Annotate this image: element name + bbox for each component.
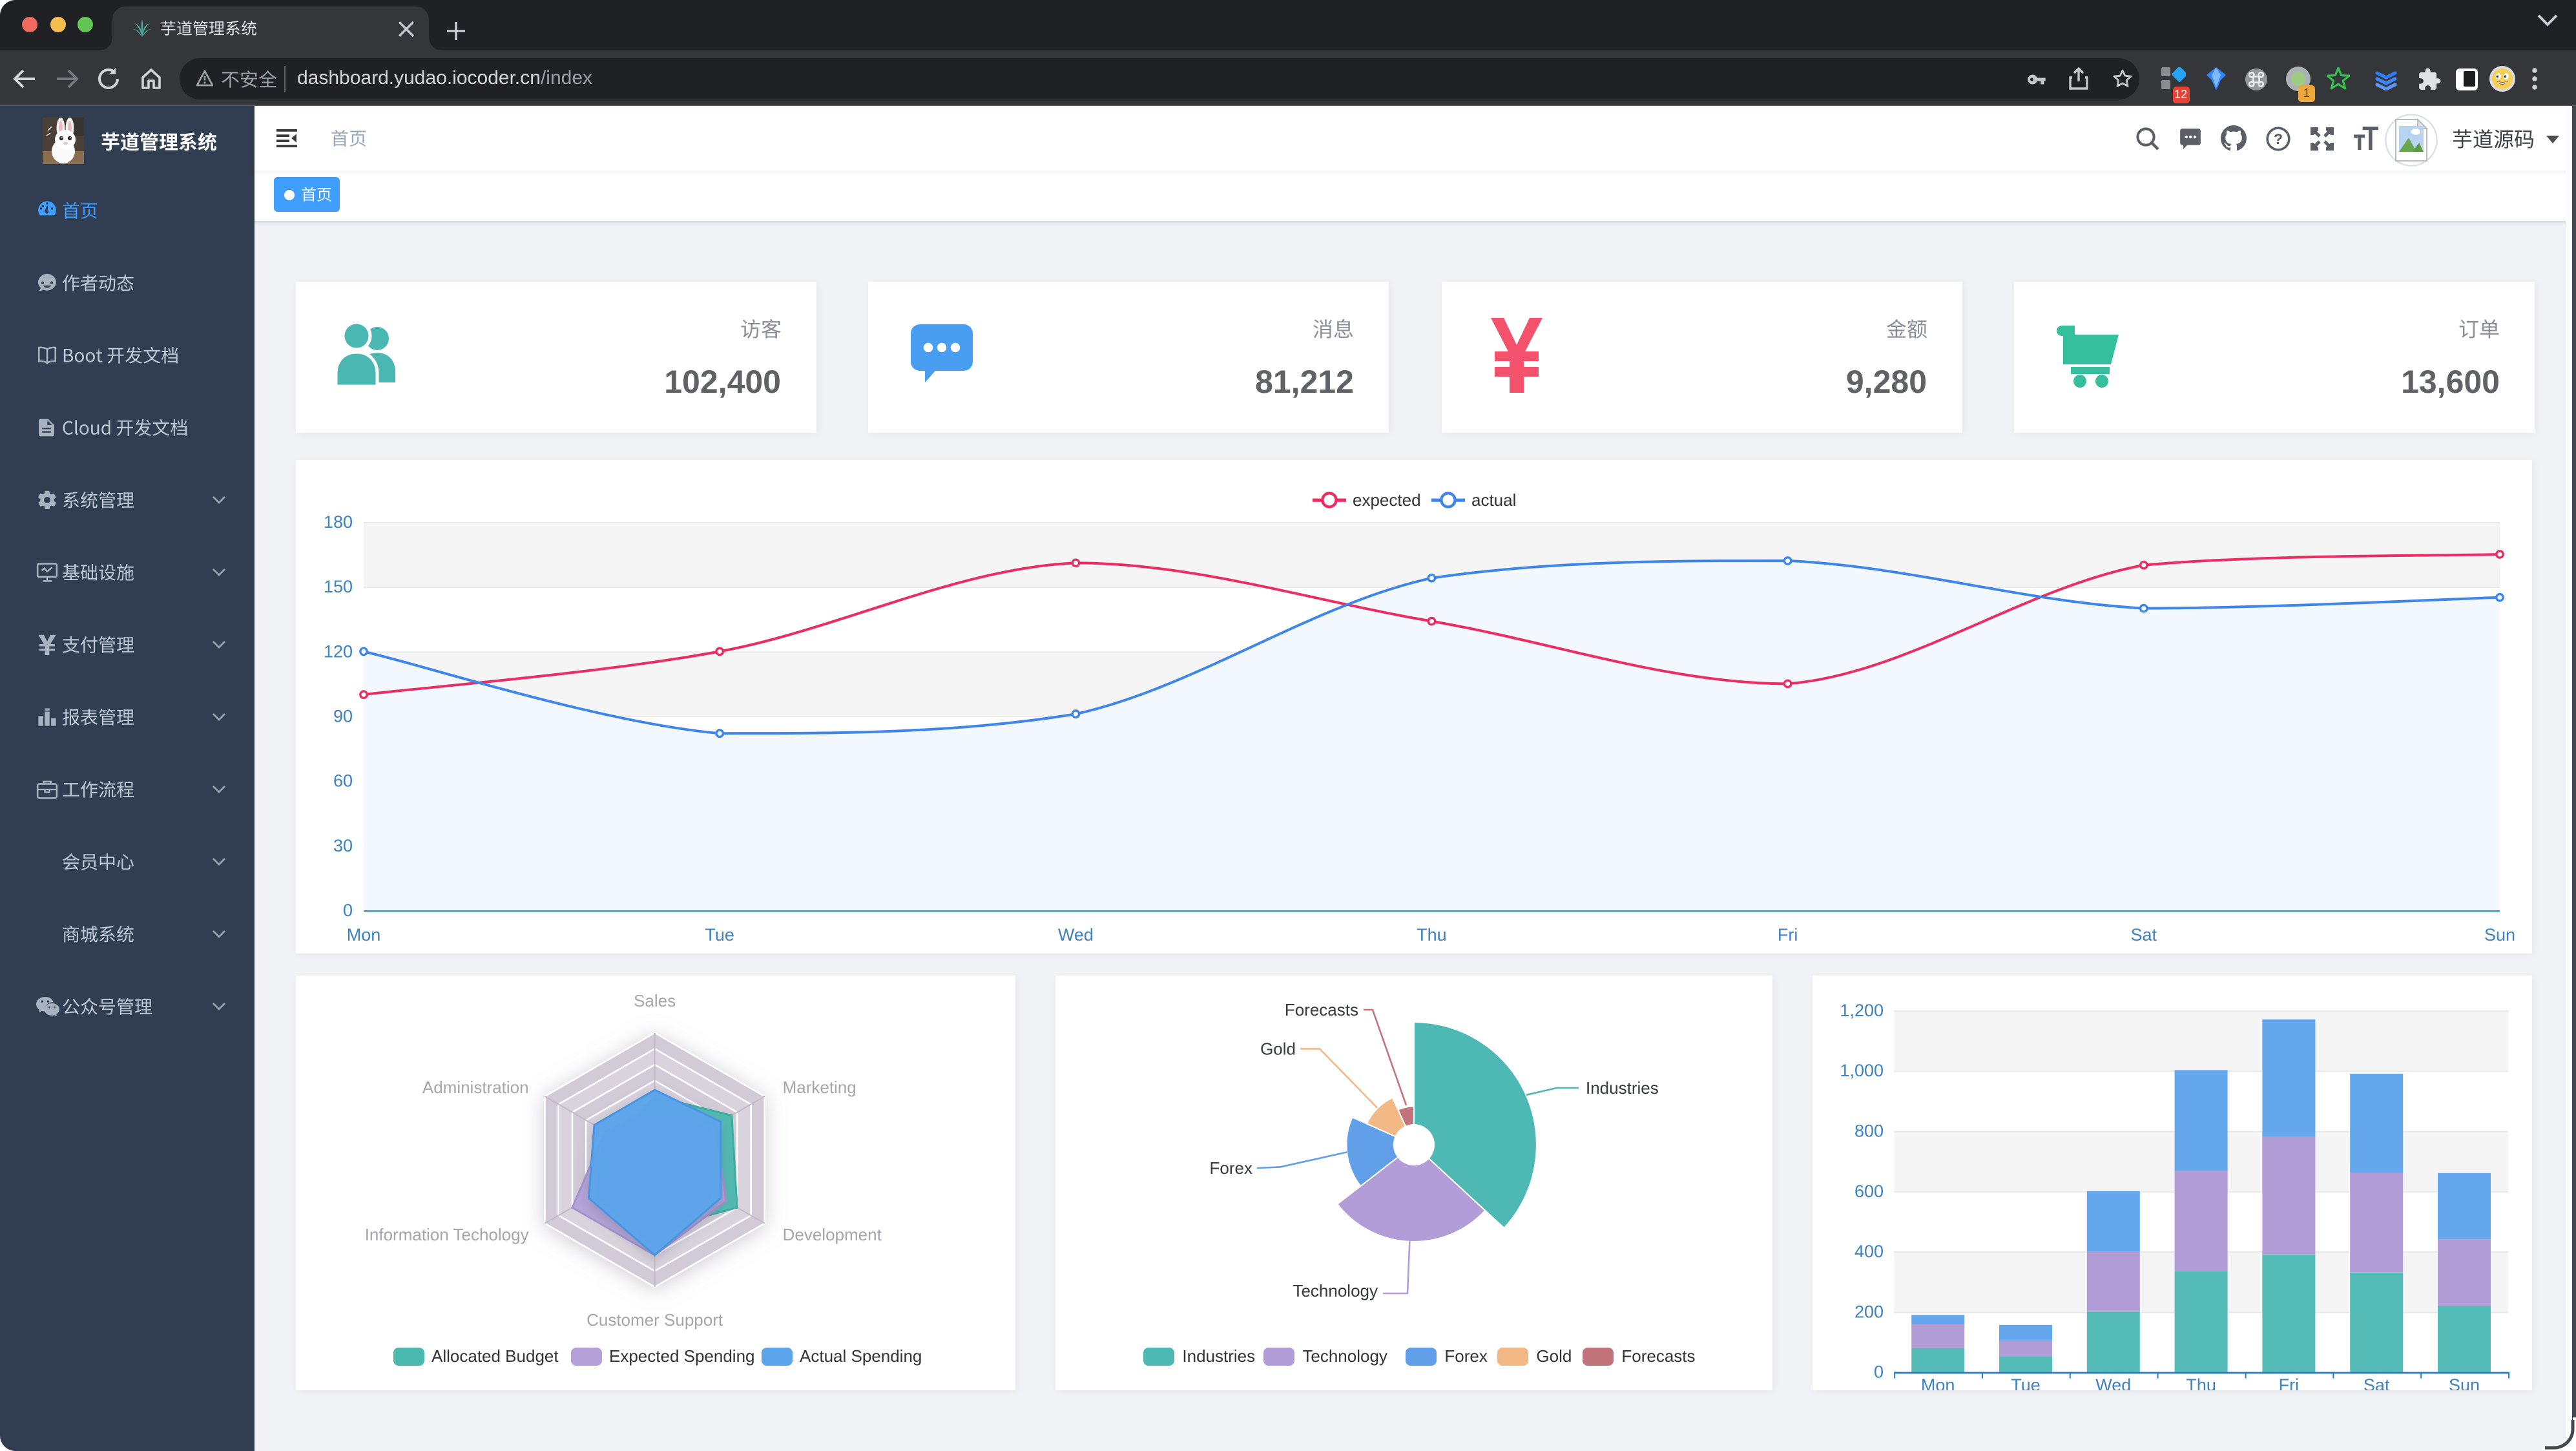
svg-text:600: 600 — [1854, 1182, 1883, 1201]
svg-text:Actual Spending: Actual Spending — [799, 1346, 921, 1366]
svg-text:?: ? — [2273, 130, 2282, 147]
svg-text:Industries: Industries — [1181, 1346, 1254, 1366]
svg-text:Forex: Forex — [1209, 1158, 1252, 1178]
svg-text:Technology: Technology — [1292, 1281, 1377, 1300]
svg-text:actual: actual — [1471, 490, 1516, 509]
svg-text:Fri: Fri — [2278, 1375, 2298, 1390]
svg-text:0: 0 — [343, 900, 353, 919]
svg-text:1,200: 1,200 — [1839, 1001, 1883, 1020]
svg-text:Sun: Sun — [2484, 924, 2515, 944]
svg-text:Tue: Tue — [2010, 1375, 2040, 1390]
svg-text:Fri: Fri — [1778, 924, 1798, 944]
svg-text:120: 120 — [324, 641, 353, 660]
svg-text:Gold: Gold — [1535, 1346, 1571, 1366]
svg-text:Information Techology: Information Techology — [364, 1225, 528, 1244]
svg-text:Wed: Wed — [2095, 1375, 2130, 1390]
svg-text:Development: Development — [782, 1225, 882, 1244]
svg-text:150: 150 — [324, 576, 353, 596]
svg-text:Forecasts: Forecasts — [1284, 1000, 1358, 1019]
svg-text:expected: expected — [1353, 490, 1421, 509]
svg-text:Thu: Thu — [1417, 924, 1447, 944]
svg-text:1,000: 1,000 — [1839, 1061, 1883, 1080]
svg-text:Forecasts: Forecasts — [1621, 1346, 1694, 1366]
svg-text:Marketing: Marketing — [782, 1078, 856, 1097]
svg-text:Industries: Industries — [1585, 1078, 1658, 1098]
svg-text:Allocated Budget: Allocated Budget — [431, 1346, 558, 1366]
svg-text:Mon: Mon — [1920, 1375, 1955, 1390]
svg-text:Tue: Tue — [705, 924, 734, 944]
svg-text:0: 0 — [1873, 1362, 1883, 1382]
svg-text:Administration: Administration — [422, 1078, 528, 1097]
svg-text:Forex: Forex — [1444, 1346, 1486, 1366]
svg-text:Sun: Sun — [2448, 1375, 2479, 1390]
svg-text:60: 60 — [333, 771, 353, 790]
svg-text:Expected Spending: Expected Spending — [608, 1346, 754, 1366]
svg-text:90: 90 — [333, 705, 353, 725]
svg-text:200: 200 — [1854, 1302, 1883, 1321]
svg-text:30: 30 — [333, 835, 353, 855]
svg-text:Sat: Sat — [2363, 1375, 2389, 1390]
svg-text:Sat: Sat — [2131, 924, 2157, 944]
svg-text:Gold: Gold — [1260, 1039, 1295, 1058]
svg-text:Technology: Technology — [1302, 1346, 1387, 1366]
svg-text:800: 800 — [1854, 1122, 1883, 1141]
svg-text:Customer Support: Customer Support — [586, 1310, 723, 1330]
svg-text:Sales: Sales — [633, 991, 675, 1010]
svg-text:Mon: Mon — [347, 924, 381, 944]
svg-text:Thu: Thu — [2185, 1375, 2216, 1390]
svg-text:Wed: Wed — [1058, 924, 1094, 944]
svg-text:400: 400 — [1854, 1242, 1883, 1261]
svg-text:180: 180 — [324, 512, 353, 531]
